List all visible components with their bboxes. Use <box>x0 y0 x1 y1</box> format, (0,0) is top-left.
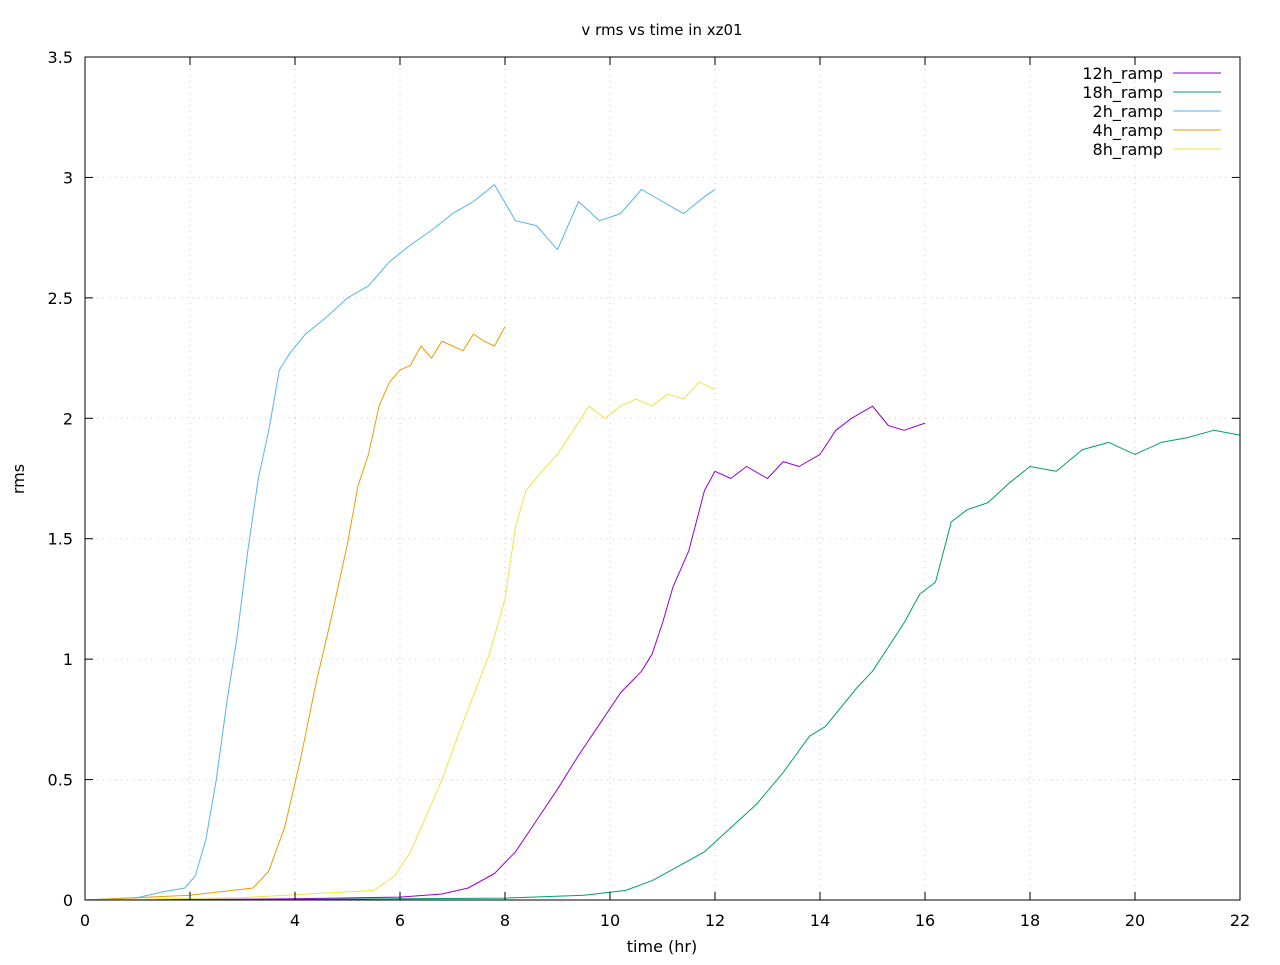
y-tick-label: 3 <box>63 168 73 187</box>
y-axis-label: rms <box>9 464 28 494</box>
x-tick-label: 8 <box>500 911 510 930</box>
series-line-2h_ramp <box>84 184 716 901</box>
x-tick-label: 18 <box>1020 911 1040 930</box>
chart-title: v rms vs time in xz01 <box>581 21 742 39</box>
legend-label-18h_ramp: 18h_ramp <box>1082 83 1163 103</box>
series-line-4h_ramp <box>84 326 506 901</box>
x-axis-label: time (hr) <box>627 937 697 956</box>
legend-label-4h_ramp: 4h_ramp <box>1093 121 1163 141</box>
series-line-8h_ramp <box>84 381 716 901</box>
x-tick-label: 12 <box>705 911 725 930</box>
series-line-12h_ramp <box>84 405 926 901</box>
x-tick-label: 10 <box>600 911 620 930</box>
series-layer <box>84 184 1241 901</box>
x-tick-label: 2 <box>185 911 195 930</box>
legend-label-8h_ramp: 8h_ramp <box>1093 140 1163 160</box>
grid-layer <box>85 57 1240 900</box>
x-tick-label: 22 <box>1230 911 1250 930</box>
y-tick-label: 2 <box>63 409 73 428</box>
y-tick-label: 0.5 <box>48 771 73 790</box>
series-line-18h_ramp <box>84 429 1241 901</box>
plot-frame <box>84 56 1241 901</box>
y-tick-label: 0 <box>63 891 73 910</box>
y-tick-label: 1.5 <box>48 530 73 549</box>
x-tick-label: 4 <box>290 911 300 930</box>
y-tick-label: 2.5 <box>48 289 73 308</box>
x-tick-label: 6 <box>395 911 405 930</box>
y-tick-label: 3.5 <box>48 48 73 67</box>
tick-layer: 0 2 4 6 8 10 12 14 16 18 20 22 0 0.5 1 1.5 2 2.5 3 3.5 <box>48 48 1251 930</box>
x-tick-label: 0 <box>80 911 90 930</box>
y-tick-label: 1 <box>63 650 73 669</box>
x-tick-label: 16 <box>915 911 935 930</box>
legend-label-12h_ramp: 12h_ramp <box>1082 64 1163 84</box>
x-tick-label: 20 <box>1125 911 1145 930</box>
legend-label-2h_ramp: 2h_ramp <box>1093 102 1163 122</box>
x-tick-label: 14 <box>810 911 830 930</box>
